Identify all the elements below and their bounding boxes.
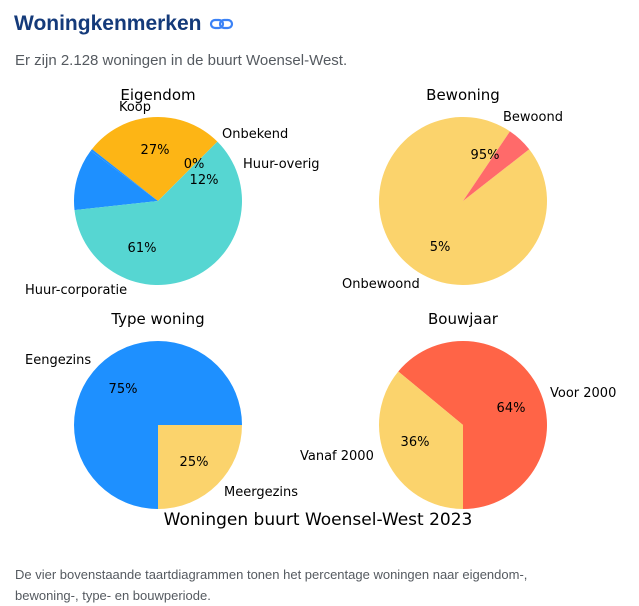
slice-label: Meergezins [224,485,298,500]
slice-label: Vanaf 2000 [300,449,374,464]
pie-slice [379,117,548,285]
slice-label: Bewoond [503,110,563,125]
page-title: Woningkenmerken [14,12,202,35]
chart-suptitle: Woningen buurt Woensel-West 2023 [164,510,473,530]
footer-line-2: bewoning-, type- en bouwperiode. [15,588,211,603]
pie-slice [378,371,463,509]
pie-chart-figure: Eigendom Koop 27% Onbekend 0% Huur-overig 12% H… [0,78,639,542]
slice-percent-label: 25% [180,455,209,470]
slice-label: Eengezins [25,353,91,368]
pie-slice [91,117,218,201]
slice-label: Onbewoond [342,277,420,292]
slice-label: Koop [119,100,151,115]
slice-percent-label: 75% [109,382,138,397]
link-icon[interactable] [209,16,235,32]
footer-text: De vier bovenstaande taartdiagrammen ton… [15,564,615,606]
slice-percent-label: 61% [128,241,157,256]
pie-title: Eigendom [120,86,195,104]
slice-label: Huur-overig [243,157,320,172]
slice-label: Onbekend [222,127,288,142]
pie-slice [73,150,158,211]
slice-percent-label: 27% [141,143,170,158]
pie-slice [158,425,242,509]
pie-title: Bouwjaar [428,310,499,328]
pie-title: Type woning [110,310,204,328]
slice-percent-label: 95% [471,148,500,163]
footer-line-1: De vier bovenstaande taartdiagrammen ton… [15,567,528,582]
subtitle: Er zijn 2.128 woningen in de buurt Woens… [15,52,348,69]
header: Woningkenmerken [14,12,235,36]
pie-slice [398,341,547,509]
slice-label: Voor 2000 [550,386,616,401]
slice-percent-label: 12% [190,173,219,188]
slice-percent-label: 64% [497,401,526,416]
pie-title: Bewoning [426,86,500,104]
pie-slice [463,131,530,201]
slice-label: Huur-corporatie [25,283,127,298]
slice-percent-label: 0% [184,157,205,172]
pie-slice [90,149,158,201]
slice-percent-label: 36% [401,435,430,450]
slice-percent-label: 5% [430,240,451,255]
pie-slice [74,141,242,285]
